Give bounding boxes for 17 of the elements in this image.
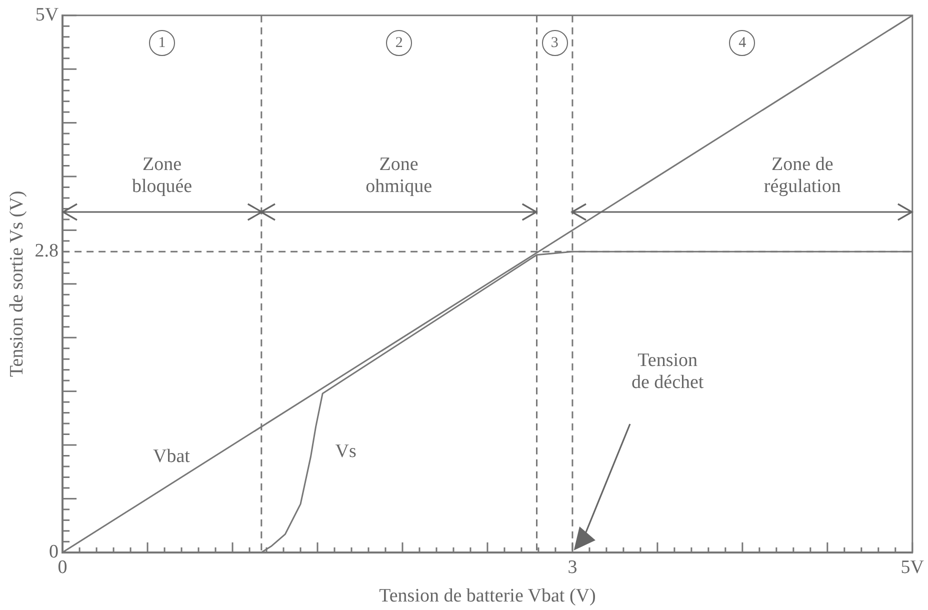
annotation: Zone ohmique <box>366 154 432 198</box>
y-axis-title: Tension de sortie Vs (V) <box>6 190 28 377</box>
x-tick-label: 3 <box>568 556 578 578</box>
annotation: 4 <box>729 30 756 56</box>
annotation: Zone de régulation <box>764 154 841 198</box>
series-label: Vs <box>335 440 356 463</box>
y-tick-label: 0 <box>49 541 59 562</box>
y-tick-label: 2.8 <box>34 240 59 262</box>
annotation: 2 <box>386 30 412 56</box>
annotation: Zone bloquée <box>132 154 192 198</box>
y-tick-label: 5V <box>35 4 59 26</box>
annotation: 1 <box>148 30 175 56</box>
series-label: Vbat <box>153 446 190 468</box>
x-tick-label: 5V <box>900 556 924 578</box>
x-axis-title: Tension de batterie Vbat (V) <box>379 586 596 607</box>
annotation: Tension de déchet <box>631 350 704 394</box>
annotation: 3 <box>542 30 568 56</box>
